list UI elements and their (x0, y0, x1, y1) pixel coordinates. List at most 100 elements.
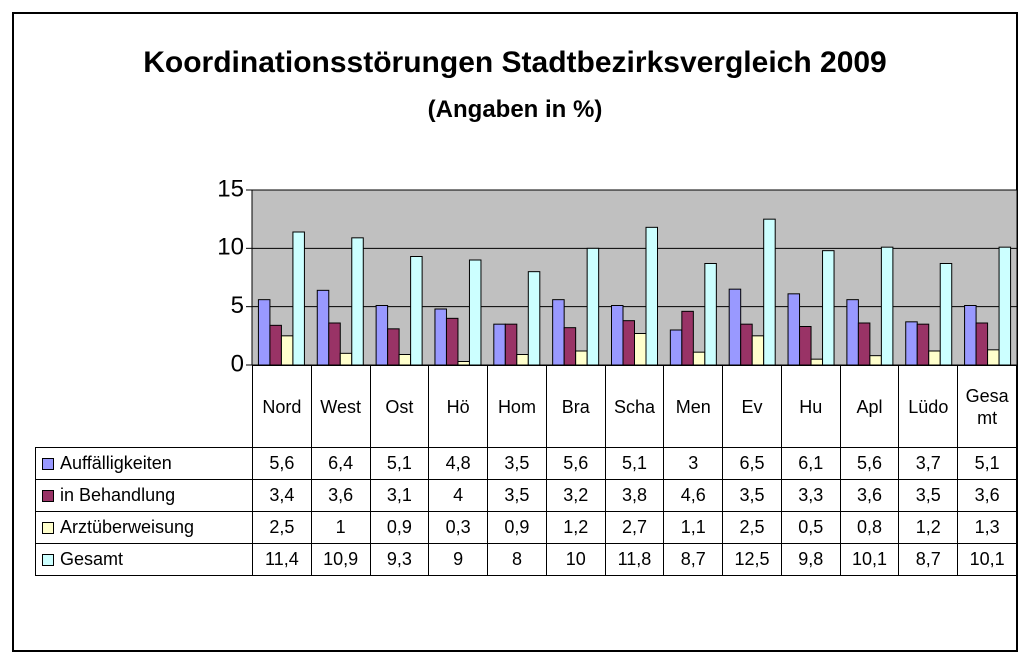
bar (751, 335, 765, 366)
bar (987, 349, 1000, 366)
bar (846, 299, 859, 366)
bar (975, 322, 989, 366)
table-value: 2,5 (722, 511, 782, 544)
bar (799, 326, 812, 366)
bar (257, 299, 271, 366)
table-value: 12,5 (722, 543, 782, 576)
table-row: Gesamt 11,4 10,9 9,3 9 8 10 11,8 8,7 12,5 9,8 10,1 8… (35, 543, 1017, 576)
bar (468, 259, 482, 366)
table-value: 3,6 (957, 479, 1017, 512)
bar (434, 308, 447, 366)
table-value: 10,9 (310, 543, 371, 576)
table-value: 0,3 (428, 511, 489, 544)
table-value: 11,4 (252, 543, 312, 576)
table-value: 0,9 (487, 511, 547, 544)
legend-swatch (42, 458, 54, 471)
table-value: 0,8 (839, 511, 900, 544)
table-value: 3,5 (898, 479, 959, 512)
bar (292, 231, 305, 366)
y-tick-label: 10 (217, 234, 244, 261)
y-tick-label: 5 (231, 292, 244, 319)
legend-swatch (42, 554, 54, 567)
table-value: 9,3 (369, 543, 430, 576)
bar (387, 328, 400, 366)
bar (280, 335, 294, 366)
page: Koordinationsstörungen Stadtbezirksvergl… (12, 12, 1018, 652)
legend-cell: in Behandlung (35, 479, 253, 512)
table-value: 6,4 (310, 447, 371, 480)
legend-cell: Arztüberweisung (35, 511, 253, 544)
x-tick-label: Bra (545, 365, 606, 448)
x-tick-label: Men (663, 365, 724, 448)
bar (692, 351, 706, 366)
bar (964, 305, 977, 366)
bar (740, 323, 753, 366)
bar (552, 299, 565, 366)
table-value: 0,9 (369, 511, 430, 544)
x-tick-label: Nord (252, 365, 312, 448)
bar (351, 237, 364, 366)
table-value: 1,2 (545, 511, 606, 544)
table-value: 6,5 (722, 447, 782, 480)
y-tick-label: 15 (217, 175, 244, 202)
table-value: 3,2 (545, 479, 606, 512)
table-value: 3 (663, 447, 724, 480)
bar (563, 327, 577, 366)
bar (527, 271, 541, 366)
bar (787, 293, 801, 366)
bar (763, 218, 776, 366)
legend-label: Arztüberweisung (60, 517, 195, 537)
bar (575, 350, 588, 366)
x-tick-label: Hom (487, 365, 547, 448)
x-tick-label: Hö (428, 365, 489, 448)
table-value: 6,1 (780, 447, 841, 480)
table-value: 8 (487, 543, 547, 576)
bar (445, 317, 459, 366)
bar (998, 246, 1012, 366)
x-tick-label: Ev (722, 365, 782, 448)
x-tick-label: Lüdo (898, 365, 959, 448)
table-value: 4 (428, 479, 489, 512)
bar (916, 323, 930, 366)
legend-cell: Gesamt (35, 543, 253, 576)
table-value: 8,7 (663, 543, 724, 576)
table-value: 2,5 (252, 511, 312, 544)
legend-label: Auffälligkeiten (60, 453, 172, 473)
table-value: 0,5 (780, 511, 841, 544)
bar (728, 288, 742, 366)
table-value: 5,6 (839, 447, 900, 480)
bar (857, 322, 871, 366)
bar (822, 250, 835, 366)
legend-label: in Behandlung (60, 485, 176, 505)
bar (398, 354, 412, 366)
legend-swatch (42, 490, 54, 503)
x-tick-label: Ost (369, 365, 430, 448)
bar (634, 333, 647, 366)
bar (410, 256, 423, 366)
table-value: 5,1 (369, 447, 430, 480)
table-value: 3,5 (722, 479, 782, 512)
table-value: 3,8 (604, 479, 665, 512)
legend-cell: Auffälligkeiten (35, 447, 253, 480)
table-value: 5,1 (957, 447, 1017, 480)
table-value: 8,7 (898, 543, 959, 576)
bar (681, 310, 694, 366)
bar (375, 305, 389, 366)
x-tick-label: Scha (604, 365, 665, 448)
table-row: Arztüberweisung 2,5 1 0,9 0,3 0,9 1,2 2,7 1,1 2,5… (35, 511, 1017, 544)
table-value: 5,1 (604, 447, 665, 480)
bar (316, 289, 330, 366)
table-value: 10,1 (839, 543, 900, 576)
bar (622, 320, 635, 366)
table-value: 3,6 (839, 479, 900, 512)
table-value: 3,5 (487, 479, 547, 512)
table-value: 3,5 (487, 447, 547, 480)
bar (939, 263, 953, 366)
x-tick-label: Hu (780, 365, 841, 448)
table-row: Auffälligkeiten 5,6 6,4 5,1 4,8 3,5 5,6 5,1 3 6,5… (35, 447, 1017, 480)
bar (269, 324, 282, 366)
bar (669, 329, 683, 366)
chart-title: Koordinationsstörungen Stadtbezirksvergl… (143, 46, 887, 79)
table-value: 3,3 (780, 479, 841, 512)
bar (869, 355, 882, 366)
